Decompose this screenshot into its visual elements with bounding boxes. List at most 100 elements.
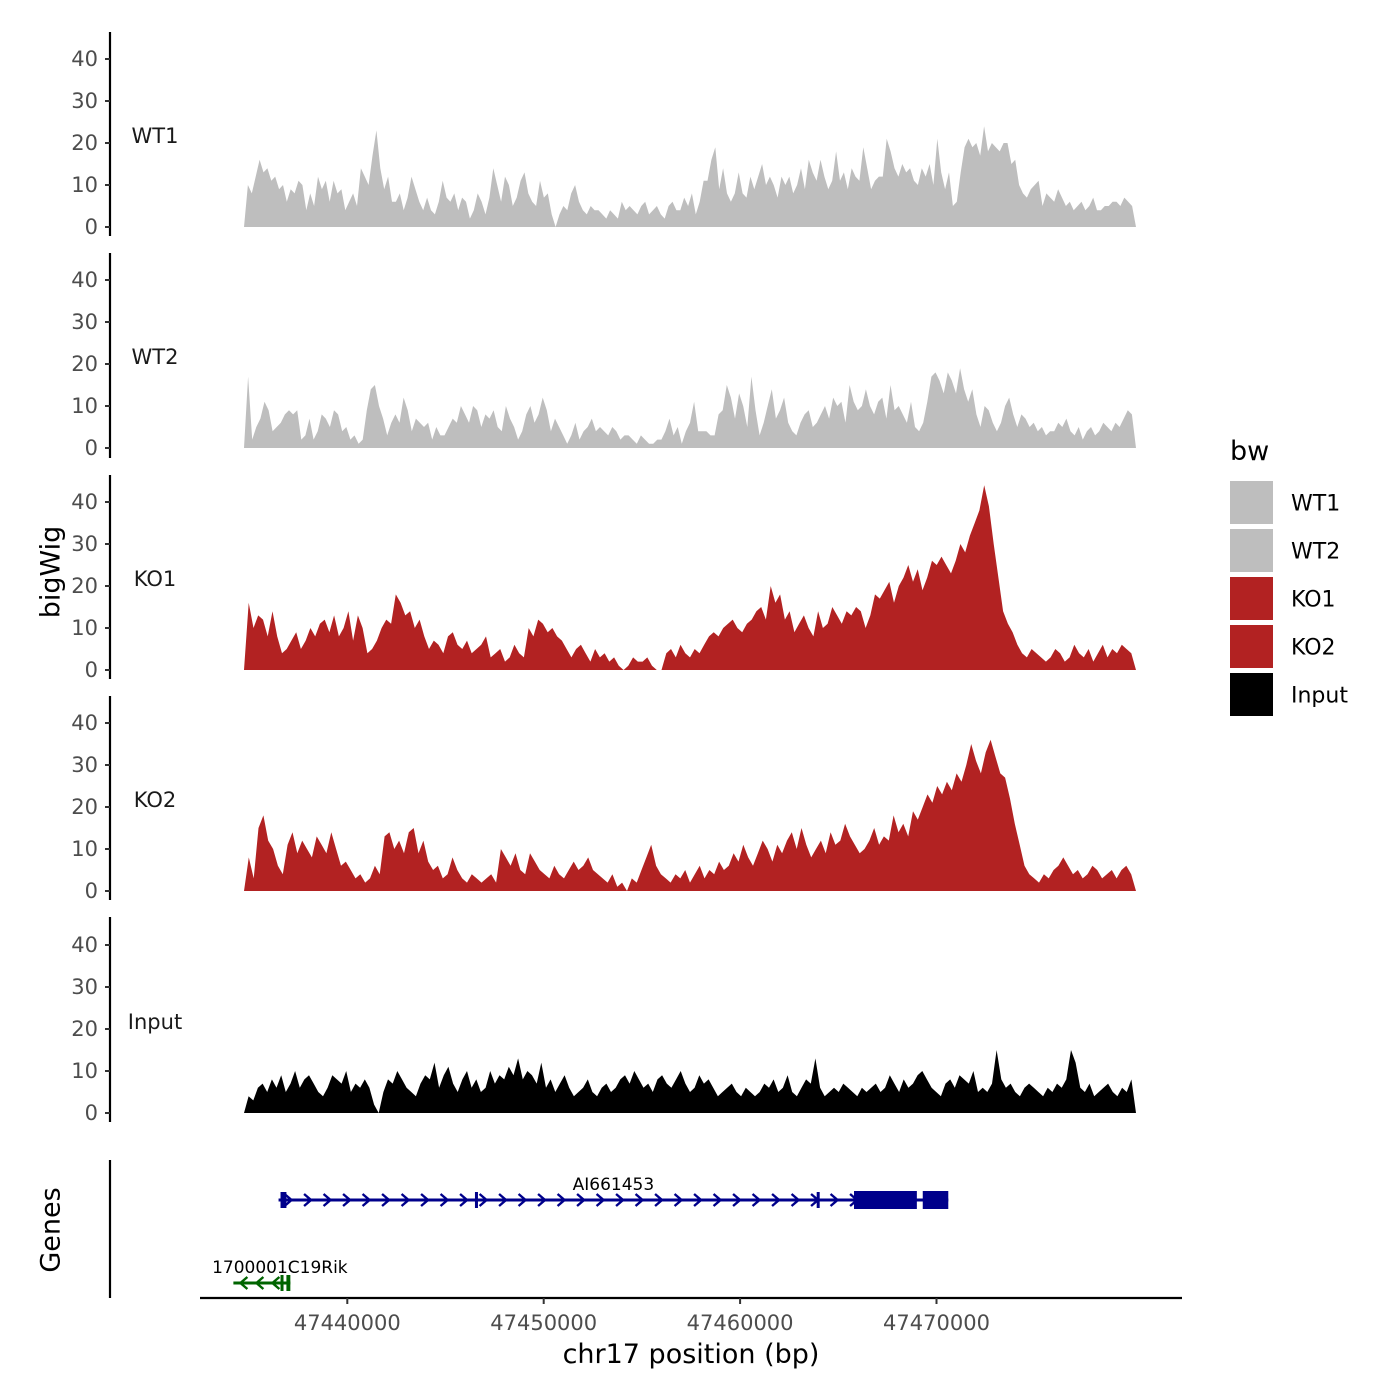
strand-arrow <box>381 1193 391 1207</box>
y-tick-label: 0 <box>85 215 98 239</box>
legend-item-wt1: WT1 <box>1230 481 1340 524</box>
strand-arrow <box>322 1193 333 1207</box>
legend-item-ko1: KO1 <box>1230 577 1336 620</box>
strand-arrow <box>400 1193 411 1207</box>
y-axis-title: bigWig <box>36 526 67 619</box>
gene-ai661453: AI661453 <box>278 1175 949 1209</box>
strand-arrow <box>829 1193 840 1207</box>
y-tick-label: 20 <box>71 352 98 376</box>
coverage-area-wt2 <box>244 368 1136 448</box>
gene-exon-mark <box>474 1192 478 1208</box>
y-tick-label: 30 <box>71 310 98 334</box>
y-tick-label: 30 <box>71 753 98 777</box>
gene-1700001c19rik: 1700001C19Rik <box>212 1258 348 1291</box>
track-label-ko2: KO2 <box>134 788 177 812</box>
legend-item-wt2: WT2 <box>1230 529 1340 572</box>
strand-arrow <box>732 1193 742 1207</box>
coverage-tracks: 0 10 20 30 40 WT1 0 10 20 30 40 WT2 0 10 20 30 40 KO1 0 10 2… <box>71 32 1136 1125</box>
legend-label: Input <box>1291 684 1348 709</box>
y-tick-label: 10 <box>71 173 98 197</box>
strand-arrow <box>283 1193 294 1207</box>
strand-arrow <box>771 1193 781 1207</box>
track-wt2: 0 10 20 30 40 WT2 <box>71 253 1136 460</box>
y-tick-label: 10 <box>71 1059 98 1083</box>
legend-swatch <box>1230 625 1273 668</box>
strand-arrow <box>439 1193 450 1207</box>
y-tick-label: 20 <box>71 574 98 598</box>
y-tick-label: 30 <box>71 532 98 556</box>
strand-arrow <box>673 1193 684 1207</box>
x-tick-label: 47460000 <box>687 1311 794 1335</box>
gene-name-label: AI661453 <box>573 1175 655 1195</box>
x-tick-label: 47450000 <box>490 1311 597 1335</box>
legend-swatch <box>1230 529 1273 572</box>
legend-title: bw <box>1230 436 1269 467</box>
strand-arrow <box>420 1193 430 1207</box>
y-tick-label: 10 <box>71 837 98 861</box>
x-tick-label: 47470000 <box>883 1311 990 1335</box>
y-tick-label: 40 <box>71 933 98 957</box>
strand-arrow <box>615 1193 625 1207</box>
gene-track: AI661453 1700001C19Rik <box>108 1160 949 1298</box>
y-tick-label: 30 <box>71 89 98 113</box>
strand-arrow <box>342 1193 352 1207</box>
legend: bw WT1 WT2 KO1 KO2 Input <box>1230 436 1348 716</box>
legend-swatch <box>1230 673 1273 716</box>
track-input: 0 10 20 30 40 Input <box>71 917 1136 1125</box>
strand-arrow <box>556 1193 567 1207</box>
track-wt1: 0 10 20 30 40 WT1 <box>71 32 1136 239</box>
coverage-area-ko1 <box>244 485 1136 670</box>
coverage-area-ko2 <box>244 739 1136 891</box>
y-tick-label: 40 <box>71 490 98 514</box>
y-tick-label: 0 <box>85 879 98 903</box>
legend-label: KO2 <box>1291 636 1336 661</box>
strand-arrow <box>654 1193 664 1207</box>
y-tick-label: 10 <box>71 394 98 418</box>
strand-arrow <box>634 1193 645 1207</box>
y-tick-label: 40 <box>71 268 98 292</box>
coverage-area-wt1 <box>244 126 1136 227</box>
gene-track-title: Genes <box>36 1187 67 1272</box>
x-axis-title: chr17 position (bp) <box>563 1339 820 1370</box>
gene-exon-block <box>922 1191 949 1209</box>
strand-arrow <box>459 1193 469 1207</box>
legend-item-input: Input <box>1230 673 1348 716</box>
y-tick-label: 40 <box>71 47 98 71</box>
y-tick-label: 20 <box>71 1017 98 1041</box>
track-label-wt1: WT1 <box>132 124 179 148</box>
track-label-wt2: WT2 <box>132 345 179 369</box>
y-tick-label: 20 <box>71 795 98 819</box>
y-tick-label: 0 <box>85 436 98 460</box>
y-tick-label: 0 <box>85 1101 98 1125</box>
strand-arrow <box>576 1193 586 1207</box>
track-label-ko1: KO1 <box>134 567 177 591</box>
legend-swatch <box>1230 577 1273 620</box>
gene-exon-mark <box>280 1192 287 1208</box>
strand-arrow <box>478 1193 489 1207</box>
y-tick-label: 0 <box>85 658 98 682</box>
gene-exon-mark <box>816 1192 820 1208</box>
track-ko1: 0 10 20 30 40 KO1 <box>71 475 1136 682</box>
strand-arrow <box>270 1276 281 1290</box>
coverage-area-input <box>244 1050 1136 1113</box>
legend-item-ko2: KO2 <box>1230 625 1336 668</box>
strand-arrow <box>254 1276 265 1290</box>
strand-arrow <box>303 1193 313 1207</box>
track-label-input: Input <box>128 1010 182 1034</box>
gene-exon-block <box>854 1191 917 1209</box>
strand-arrow <box>517 1193 528 1207</box>
strand-arrow <box>595 1193 606 1207</box>
y-tick-label: 10 <box>71 616 98 640</box>
legend-swatch <box>1230 481 1273 524</box>
x-axis: 47440000 47450000 47460000 47470000 <box>200 1296 1182 1335</box>
strand-arrow <box>693 1193 703 1207</box>
strand-arrow <box>537 1193 547 1207</box>
strand-arrow <box>712 1193 723 1207</box>
y-tick-label: 20 <box>71 131 98 155</box>
y-tick-label: 40 <box>71 711 98 735</box>
x-tick-label: 47440000 <box>294 1311 401 1335</box>
legend-label: WT1 <box>1291 492 1340 517</box>
y-tick-label: 30 <box>71 975 98 999</box>
strand-arrow <box>361 1193 372 1207</box>
